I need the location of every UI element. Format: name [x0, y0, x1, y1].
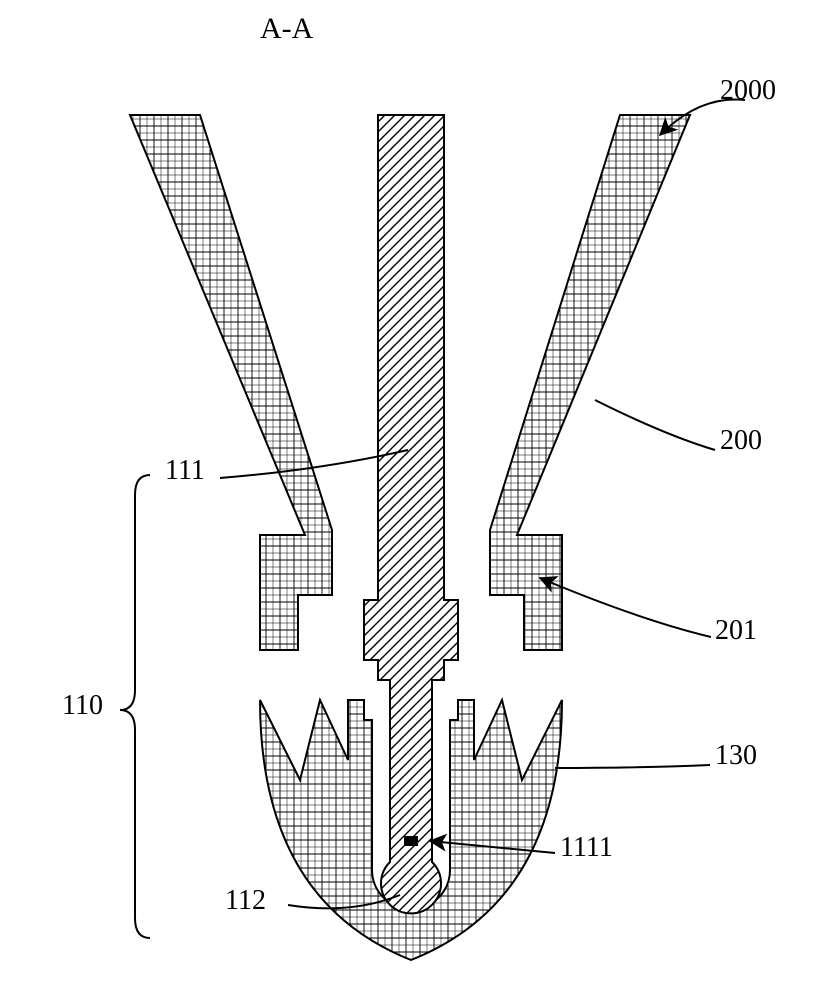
- label-lower-cup: 130: [715, 740, 757, 772]
- outer-cup-right-wall: [490, 115, 690, 650]
- figure-wrap: A-A 2000 200 201 130 110 111 112 1111: [0, 0, 822, 1000]
- section-label: A-A: [260, 12, 313, 46]
- label-shaft-lower: 112: [225, 885, 266, 917]
- label-shaft-upper: 111: [165, 455, 205, 487]
- cross-section-diagram: [0, 0, 822, 1000]
- leader-201: [540, 578, 711, 637]
- label-outer-cup: 200: [720, 425, 762, 457]
- leader-130: [555, 765, 710, 768]
- label-assembly: 2000: [720, 75, 776, 107]
- brace-110: [120, 475, 150, 938]
- label-shaft-assembly: 110: [62, 690, 103, 722]
- label-neck-detail: 1111: [560, 832, 613, 864]
- neck-mark: [404, 836, 418, 846]
- central-shaft: [364, 115, 458, 913]
- label-outer-opening: 201: [715, 615, 757, 647]
- leader-200: [595, 400, 715, 450]
- outer-cup-left-wall: [130, 115, 332, 650]
